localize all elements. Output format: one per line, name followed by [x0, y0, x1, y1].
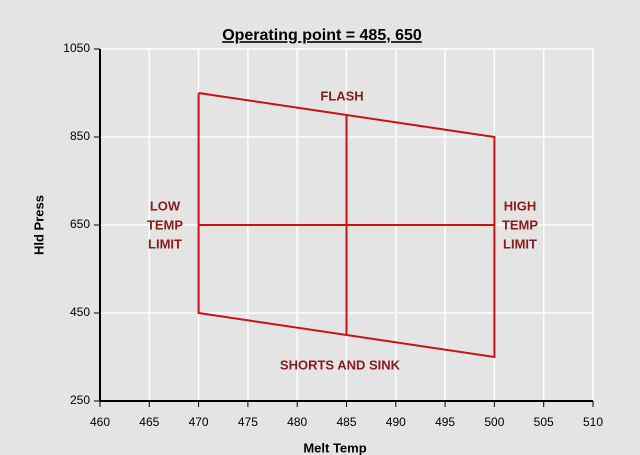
y-axis-label: Hld Press	[31, 195, 46, 255]
y-tick-label: 450	[70, 305, 90, 319]
x-tick-label: 460	[90, 415, 110, 429]
y-tick-label: 650	[70, 217, 90, 231]
annotation: FLASH	[320, 88, 363, 103]
data-line	[197, 92, 496, 359]
annotation: LIMIT	[148, 236, 182, 251]
chart-title: Operating point = 485, 650	[222, 27, 422, 44]
x-axis-label: Melt Temp	[303, 440, 366, 455]
y-tick-label: 850	[70, 129, 90, 143]
y-tick-label: 250	[70, 393, 90, 407]
x-tick-label: 470	[189, 415, 209, 429]
annotation: TEMP	[147, 217, 183, 232]
annotation: TEMP	[502, 217, 538, 232]
x-tick-label: 495	[435, 415, 455, 429]
annotation: LOW	[150, 198, 181, 213]
x-tick-label: 480	[287, 415, 307, 429]
annotation: LIMIT	[503, 236, 537, 251]
y-tick-label: 1050	[63, 41, 90, 55]
x-tick-label: 485	[336, 415, 356, 429]
x-tick-label: 510	[583, 415, 603, 429]
annotation: HIGH	[504, 198, 537, 213]
annotation: SHORTS AND SINK	[280, 357, 401, 372]
x-tick-label: 500	[484, 415, 504, 429]
x-tick-label: 490	[386, 415, 406, 429]
x-tick-label: 505	[534, 415, 554, 429]
x-tick-label: 465	[139, 415, 159, 429]
x-tick-label: 475	[238, 415, 258, 429]
